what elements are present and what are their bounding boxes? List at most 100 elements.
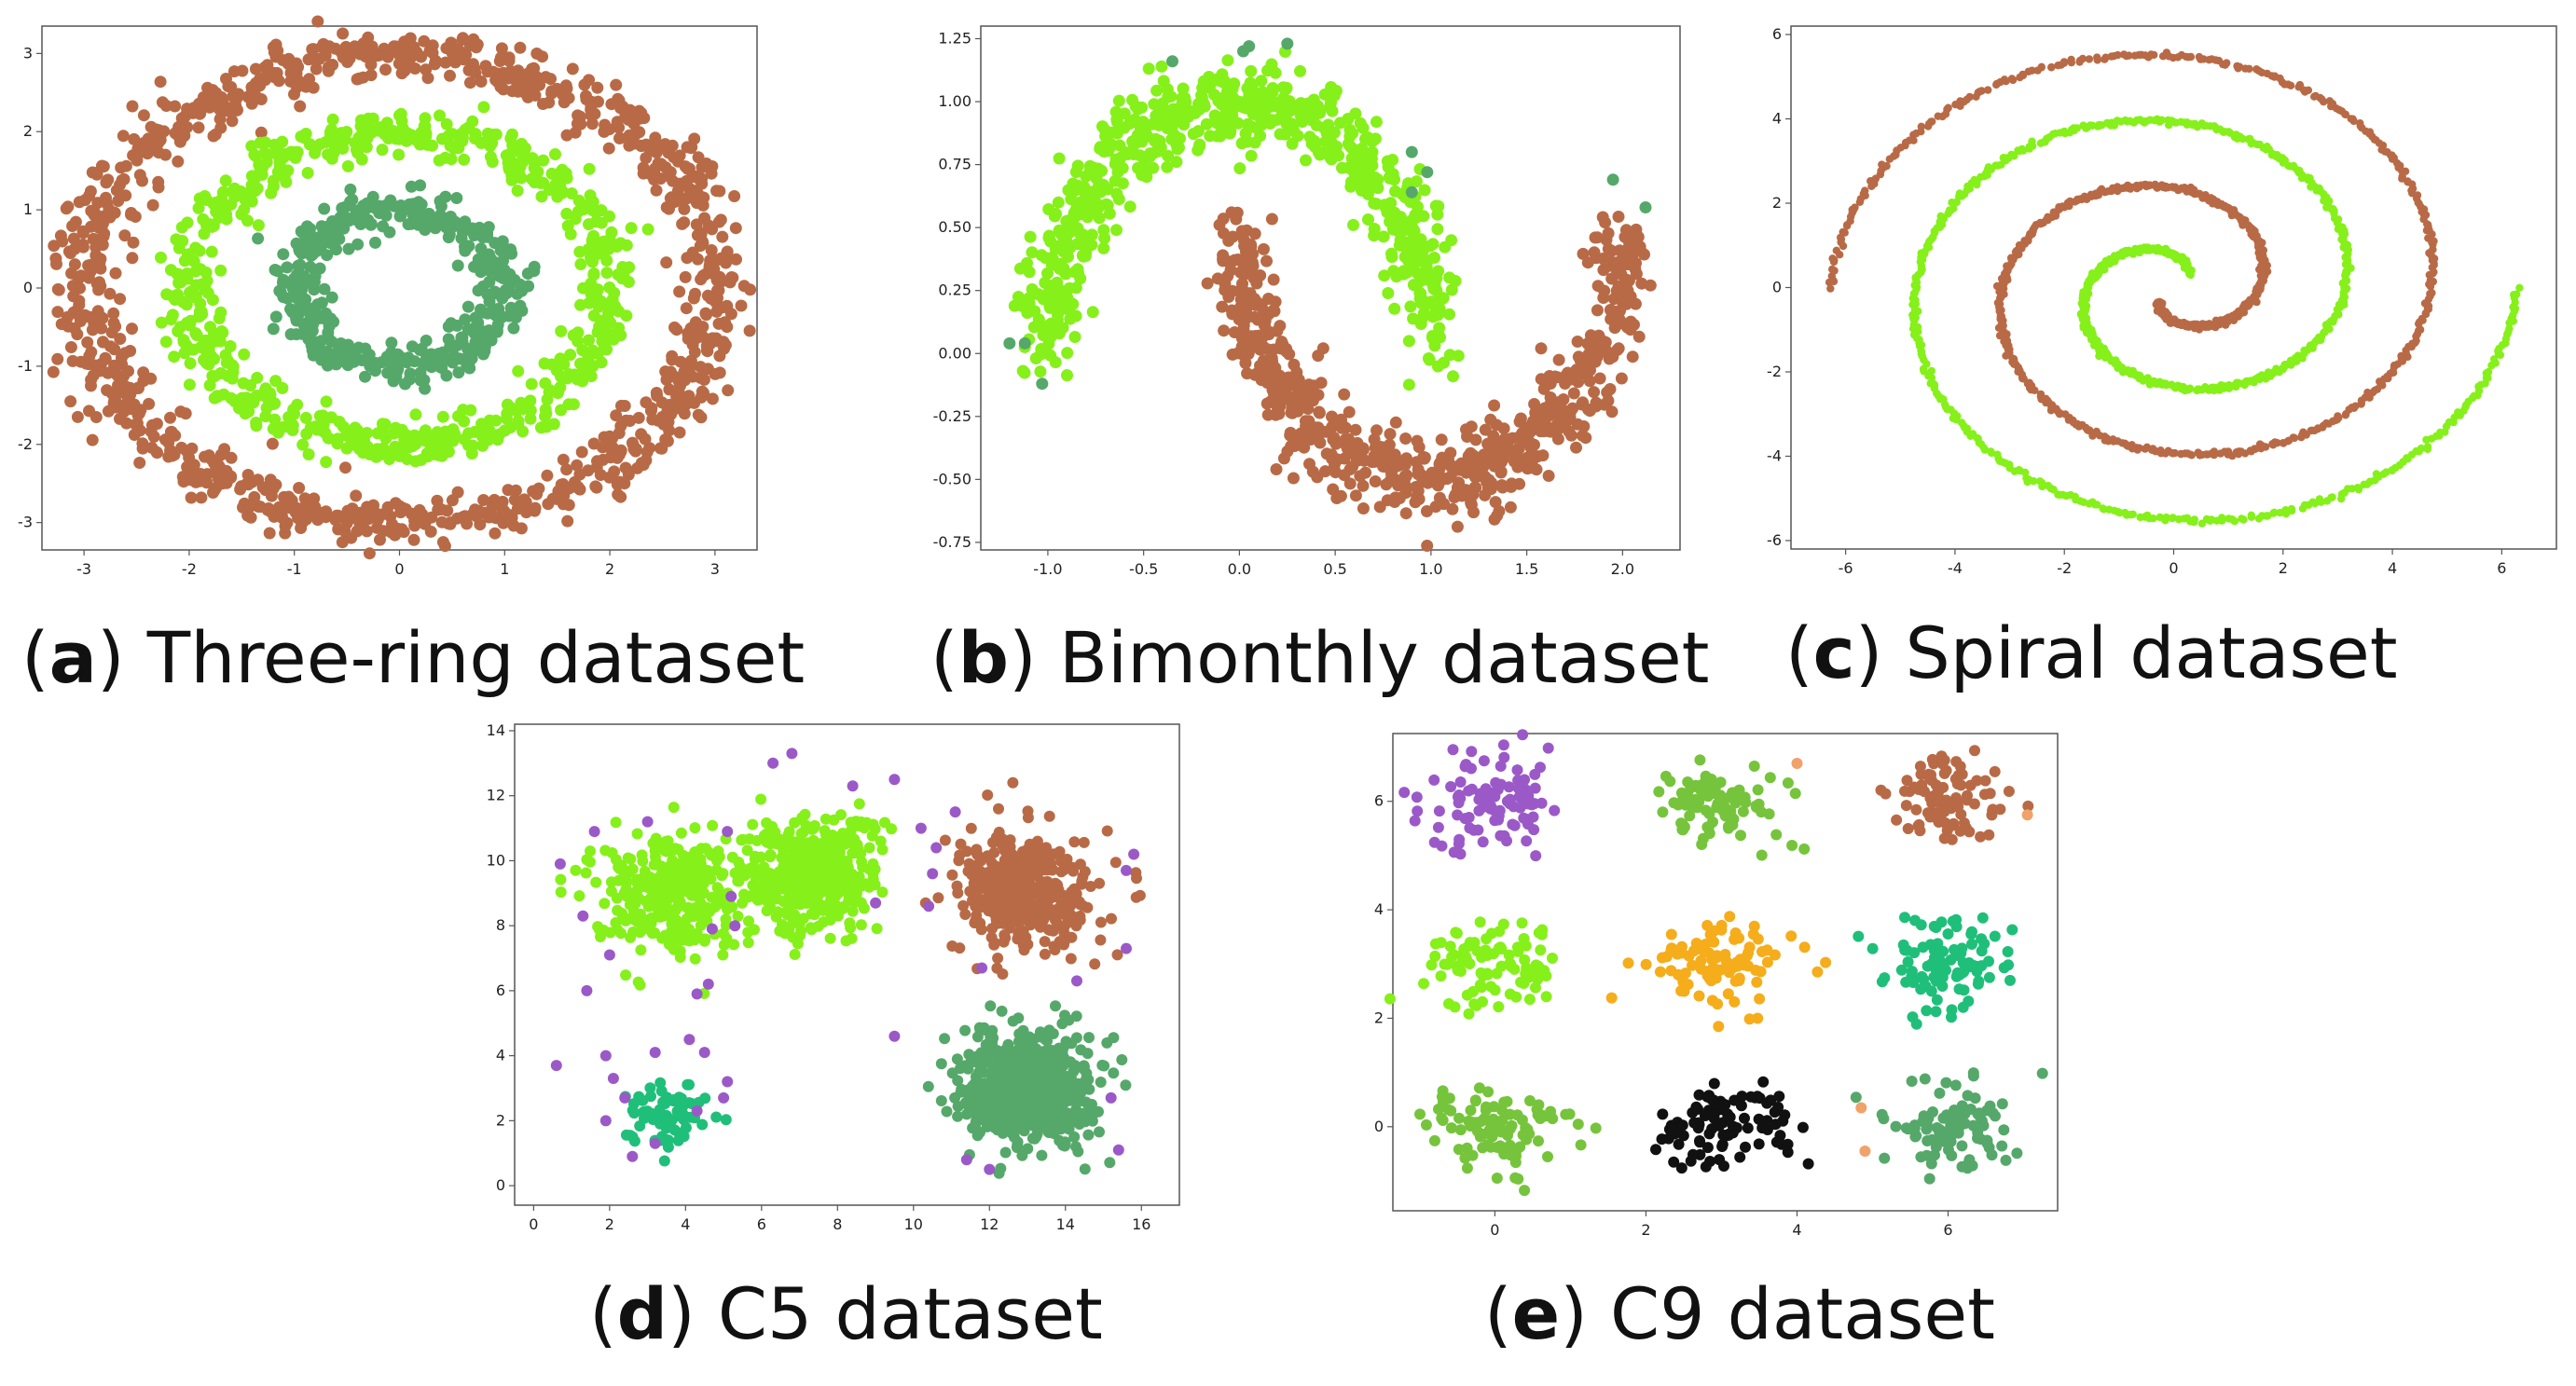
data-point — [536, 98, 549, 110]
data-point — [475, 75, 488, 88]
panel-e-frame — [1392, 733, 2059, 1212]
data-point — [1110, 224, 1123, 237]
data-point — [1256, 98, 1269, 111]
data-point — [627, 438, 640, 451]
data-point — [1094, 141, 1107, 154]
data-point — [226, 115, 239, 128]
data-point — [1313, 405, 1326, 419]
data-point — [351, 238, 365, 251]
data-point — [481, 230, 494, 243]
data-point — [267, 422, 280, 435]
data-point — [504, 401, 517, 414]
data-point — [1148, 146, 1161, 159]
data-point — [1303, 424, 1316, 437]
data-point — [509, 484, 522, 497]
data-point — [94, 211, 107, 224]
panel-c-points — [1825, 48, 2524, 528]
data-point — [1369, 171, 1382, 184]
data-point — [174, 321, 186, 334]
data-point — [1170, 138, 1183, 151]
data-point — [562, 398, 575, 411]
data-point — [1606, 173, 1619, 186]
data-point — [1026, 246, 1039, 259]
data-point — [1021, 307, 1034, 320]
data-point — [269, 413, 282, 426]
data-point — [307, 349, 320, 362]
data-point — [252, 219, 265, 232]
data-point — [55, 318, 68, 331]
data-point — [413, 130, 426, 144]
data-point — [479, 506, 492, 519]
data-point — [1626, 350, 1639, 364]
data-point — [112, 195, 125, 207]
data-point — [1354, 470, 1367, 483]
data-point — [418, 119, 431, 132]
data-point — [303, 73, 316, 86]
data-point — [292, 512, 305, 525]
data-point — [674, 355, 687, 368]
data-point — [543, 184, 556, 197]
data-point — [694, 190, 707, 203]
data-point — [297, 278, 310, 290]
data-point — [536, 50, 549, 63]
data-point — [558, 96, 571, 109]
data-point — [1320, 147, 1333, 160]
data-point — [310, 62, 323, 75]
data-point — [447, 430, 460, 443]
data-point — [1255, 118, 1268, 131]
data-point — [269, 310, 282, 323]
data-point — [524, 412, 537, 425]
data-point — [384, 510, 397, 523]
data-point — [514, 41, 527, 54]
data-point — [1420, 505, 1433, 517]
data-point — [522, 280, 535, 293]
data-point — [545, 87, 558, 100]
data-point — [1342, 113, 1355, 125]
data-point — [411, 509, 424, 522]
data-point — [706, 160, 719, 172]
data-point — [1340, 435, 1353, 448]
data-point — [114, 293, 127, 306]
data-point — [512, 364, 525, 377]
data-point — [576, 344, 589, 357]
data-point — [1411, 434, 1424, 447]
data-point — [206, 369, 219, 382]
data-point — [1391, 454, 1404, 467]
data-point — [288, 284, 301, 297]
data-point — [1536, 419, 1550, 432]
data-point — [1271, 324, 1284, 337]
data-point — [2474, 382, 2483, 391]
data-point — [344, 183, 357, 196]
data-point — [565, 187, 578, 199]
data-point — [1443, 308, 1455, 321]
data-point — [349, 213, 362, 226]
data-point — [97, 336, 109, 349]
data-point — [1260, 397, 1274, 410]
data-point — [1192, 125, 1205, 138]
data-point — [1063, 281, 1076, 295]
data-point — [184, 357, 197, 370]
data-point — [320, 136, 332, 148]
data-point — [1261, 408, 1274, 421]
data-point — [1247, 259, 1260, 272]
data-point — [512, 64, 525, 77]
data-point — [71, 328, 84, 341]
data-point — [1567, 387, 1580, 400]
data-point — [1418, 451, 1431, 464]
data-point — [133, 457, 146, 469]
data-point — [383, 453, 396, 465]
data-point — [429, 222, 442, 235]
data-point — [515, 137, 528, 150]
data-point — [456, 132, 469, 145]
data-point — [301, 167, 314, 179]
data-point — [1484, 483, 1497, 496]
data-point — [1535, 342, 1548, 355]
data-point — [561, 515, 574, 528]
data-point — [1075, 208, 1088, 221]
data-point — [359, 370, 371, 383]
data-point — [189, 327, 202, 339]
data-point — [1261, 64, 1274, 77]
data-point — [162, 450, 175, 463]
data-point — [504, 147, 517, 160]
data-point — [200, 476, 214, 489]
